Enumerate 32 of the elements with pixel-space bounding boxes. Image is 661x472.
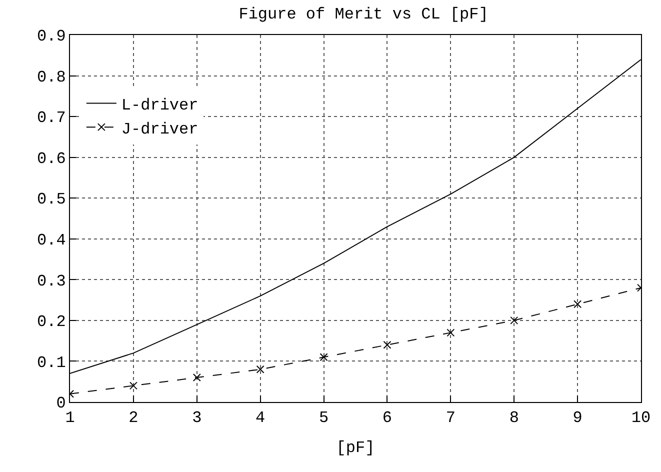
x-tick-label: 7 — [446, 409, 456, 428]
legend-label: J-driver — [121, 120, 198, 138]
y-tick-label: 0.3 — [36, 272, 66, 290]
x-tick-label: 1 — [65, 409, 75, 428]
y-tick-label: 0 — [56, 394, 66, 413]
x-tick-label: 2 — [128, 409, 138, 428]
point — [129, 382, 138, 390]
y-tick-label: 0.2 — [36, 313, 66, 332]
y-tick-label: 0.4 — [36, 231, 66, 250]
x-tick-label: 10 — [631, 409, 651, 428]
y-tick-label: 0.6 — [36, 150, 66, 168]
legend-label: L-driver — [121, 96, 198, 115]
x-tick-label: 6 — [382, 409, 392, 428]
y-tick-label: 0.7 — [36, 109, 66, 128]
y-tick-label: 0.9 — [36, 28, 66, 46]
chart-title: Figure of Merit vs CL [pF] — [238, 5, 488, 24]
x-tick-label: 3 — [192, 409, 202, 428]
point — [574, 300, 582, 308]
point — [510, 316, 518, 324]
point — [446, 328, 455, 337]
y-tick-label: 0.5 — [36, 190, 66, 209]
point — [383, 340, 392, 349]
point — [320, 353, 328, 362]
x-tick-label: 9 — [572, 409, 582, 428]
point — [192, 374, 201, 382]
y-tick-label: 0.1 — [36, 354, 66, 372]
x-tick-label: 5 — [318, 409, 329, 428]
x-axis-title: [pF] — [336, 438, 375, 457]
y-tick-label: 0.8 — [36, 68, 66, 86]
point — [256, 365, 264, 374]
x-tick-label: 8 — [509, 409, 519, 428]
x-tick-label: 4 — [256, 409, 266, 428]
